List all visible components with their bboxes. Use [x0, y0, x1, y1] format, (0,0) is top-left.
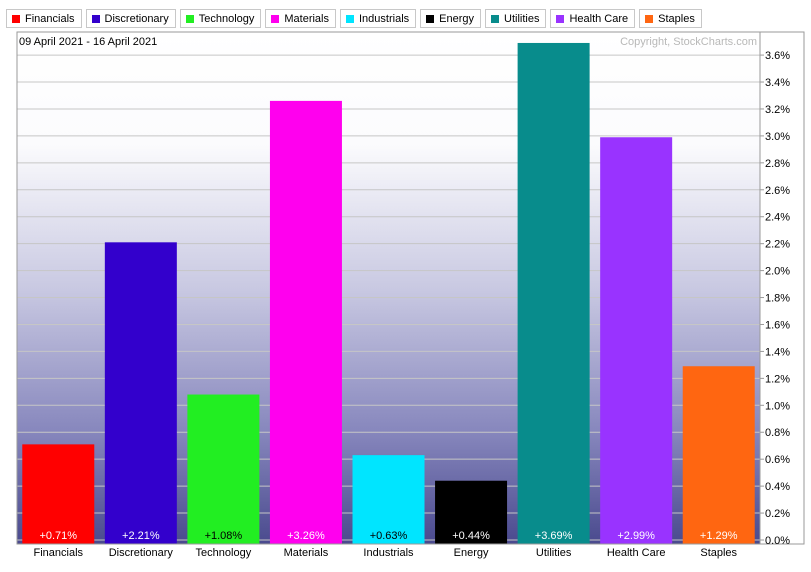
- legend-label: Energy: [439, 12, 474, 25]
- data-label: +1.29%: [700, 530, 738, 542]
- legend-item: Technology: [179, 9, 262, 28]
- legend-item: Discretionary: [85, 9, 176, 28]
- y-tick-label: 3.0%: [765, 131, 790, 143]
- y-tick-label: 1.8%: [765, 293, 790, 305]
- data-label: +0.44%: [452, 530, 490, 542]
- axis-frame: [759, 31, 805, 545]
- y-tick-label: 3.4%: [765, 77, 790, 89]
- y-tick-label: 0.4%: [765, 481, 790, 493]
- data-label: +2.21%: [122, 530, 160, 542]
- bar: [600, 137, 673, 544]
- legend-label: Utilities: [504, 12, 540, 25]
- data-label: +2.99%: [617, 530, 655, 542]
- bar: [22, 444, 95, 544]
- x-tick-label: Energy: [454, 547, 489, 559]
- legend-label: Technology: [198, 12, 255, 25]
- y-tick-label: 3.2%: [765, 104, 790, 116]
- bar: [682, 366, 755, 544]
- y-tick-label: 1.0%: [765, 400, 790, 412]
- legend-item: Staples: [639, 9, 702, 28]
- legend-item: Materials: [265, 9, 336, 28]
- legend-swatch: [426, 14, 435, 23]
- y-tick-label: 1.2%: [765, 373, 790, 385]
- y-tick-label: 2.0%: [765, 266, 790, 278]
- date-range: 09 April 2021 - 16 April 2021: [19, 36, 157, 48]
- legend-item: Utilities: [485, 9, 547, 28]
- y-tick-label: 1.4%: [765, 346, 790, 358]
- legend-swatch: [491, 14, 499, 23]
- legend-label: Materials: [284, 12, 329, 25]
- x-tick-label: Industrials: [363, 547, 414, 559]
- x-tick-label: Technology: [196, 547, 252, 559]
- legend-swatch: [185, 14, 194, 23]
- legend-label: Industrials: [359, 12, 410, 25]
- x-tick-label: Financials: [34, 547, 84, 559]
- copyright: Copyright, StockCharts.com: [620, 36, 757, 48]
- x-tick-label: Utilities: [536, 547, 572, 559]
- bar: [352, 455, 425, 544]
- legend-item: Financials: [6, 9, 82, 28]
- chart-legend: Financials Discretionary Technology Materia…: [6, 9, 702, 30]
- legend-label: Financials: [25, 12, 75, 25]
- bar: [104, 242, 177, 545]
- y-tick-label: 2.4%: [765, 212, 790, 224]
- legend-swatch: [346, 14, 354, 23]
- y-tick-label: 0.0%: [765, 535, 790, 547]
- data-label: +1.08%: [205, 530, 243, 542]
- legend-swatch: [645, 14, 654, 23]
- y-tick-label: 3.6%: [765, 50, 790, 62]
- y-tick-label: 2.6%: [765, 185, 790, 197]
- legend-label: Health Care: [569, 12, 629, 25]
- y-tick-label: 0.8%: [765, 427, 790, 439]
- y-tick-label: 2.2%: [765, 239, 790, 251]
- data-label: +0.63%: [370, 530, 408, 542]
- data-label: +3.69%: [535, 530, 573, 542]
- legend-item: Energy: [420, 9, 481, 28]
- y-tick-label: 2.8%: [765, 158, 790, 170]
- y-tick-label: 0.2%: [765, 508, 790, 520]
- x-tick-label: Staples: [700, 547, 737, 559]
- x-tick-label: Materials: [284, 547, 329, 559]
- y-tick-label: 0.6%: [765, 454, 790, 466]
- data-label: +3.26%: [287, 530, 325, 542]
- legend-label: Staples: [658, 12, 695, 25]
- y-tick-label: 1.6%: [765, 319, 790, 331]
- legend-swatch: [12, 14, 20, 23]
- bar: [517, 42, 590, 544]
- legend-swatch: [271, 14, 280, 23]
- bar: [269, 100, 342, 545]
- legend-swatch: [91, 14, 100, 23]
- bar: [435, 480, 508, 544]
- legend-item: Health Care: [550, 9, 636, 28]
- legend-label: Discretionary: [104, 12, 169, 25]
- x-tick-label: Health Care: [607, 547, 666, 559]
- data-label: +0.71%: [39, 530, 77, 542]
- bar: [187, 394, 260, 544]
- legend-swatch: [556, 14, 565, 23]
- legend-item: Industrials: [340, 9, 417, 28]
- x-tick-label: Discretionary: [109, 547, 174, 559]
